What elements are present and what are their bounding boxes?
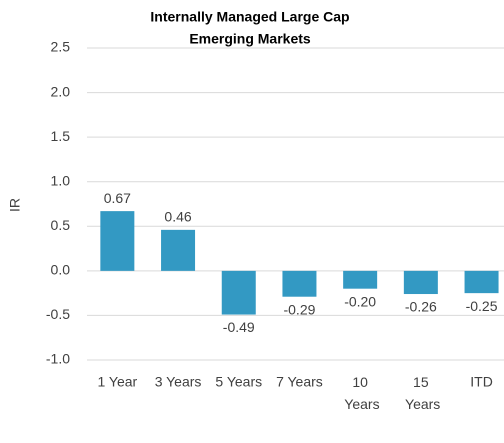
data-label: 0.67 [104,190,131,206]
data-label: -0.25 [466,298,498,314]
y-tick-label: -0.5 [46,306,70,322]
y-tick-label: 2.5 [51,39,71,55]
bar [403,270,438,295]
data-label: 0.46 [164,209,191,225]
bar [100,211,135,271]
x-tick-label: 7 Years [276,374,323,390]
y-tick-label: 1.5 [51,128,71,144]
y-axis-label: IR [7,198,23,212]
data-label: -0.20 [344,293,376,309]
x-tick-label: 3 Years [155,374,202,390]
x-tick-label: 5 Years [215,374,262,390]
bar [161,229,196,271]
y-tick-label: 1.0 [51,172,71,188]
data-label: -0.49 [223,319,255,335]
x-tick-label: ITD [470,374,493,390]
chart-title: Internally Managed Large Cap [150,9,349,25]
x-tick-label: 15 Years [401,374,440,412]
data-label: -0.29 [283,301,315,317]
bar [282,270,317,297]
y-tick-label: 0.5 [51,217,71,233]
chart-title: Emerging Markets [189,31,311,47]
data-label: -0.26 [405,299,437,315]
x-tick-label: 1 Year [97,374,137,390]
x-tick-label: 10 Years [341,374,380,412]
bar [221,270,256,315]
y-tick-label: -1.0 [46,351,70,367]
bar [464,270,499,294]
y-tick-label: 2.0 [51,83,71,99]
y-tick-label: 0.0 [51,262,71,278]
bar [343,270,378,289]
